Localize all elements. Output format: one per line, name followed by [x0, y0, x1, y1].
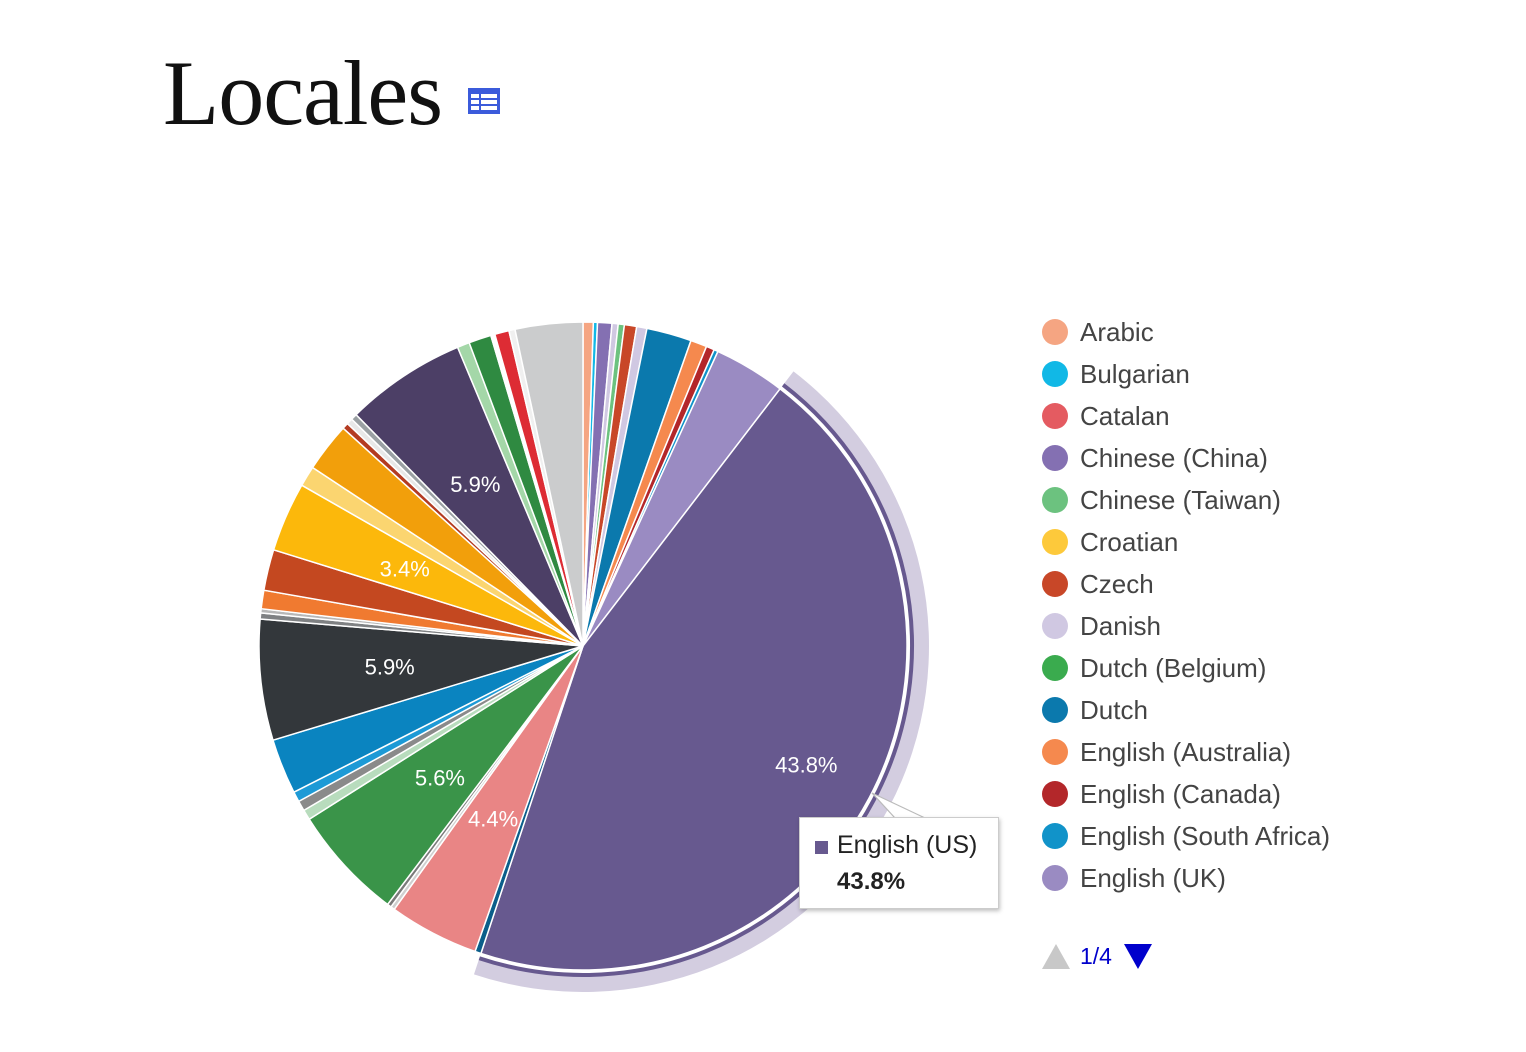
- legend-item[interactable]: Arabic: [1042, 311, 1330, 353]
- table-grid-icon[interactable]: [467, 86, 501, 116]
- legend-item[interactable]: English (UK): [1042, 857, 1330, 899]
- legend-item[interactable]: Croatian: [1042, 521, 1330, 563]
- triangle-up-icon: [1042, 943, 1070, 969]
- legend-color-dot: [1042, 781, 1068, 807]
- pie-data-label: 5.6%: [415, 766, 465, 791]
- legend-item[interactable]: English (South Africa): [1042, 815, 1330, 857]
- legend-item[interactable]: English (Canada): [1042, 773, 1330, 815]
- legend-color-dot: [1042, 613, 1068, 639]
- legend-label: Chinese (Taiwan): [1080, 484, 1281, 515]
- legend-label: Danish: [1080, 610, 1161, 641]
- tooltip-value: 43.8%: [837, 868, 906, 895]
- legend-color-dot: [1042, 403, 1068, 429]
- legend-item[interactable]: Dutch (Belgium): [1042, 647, 1330, 689]
- pie-chart: 43.8% 4.4%5.6% 5.9% 3.4% 5.9%: [258, 321, 930, 993]
- pie-data-label: 43.8%: [775, 752, 837, 777]
- legend-item[interactable]: Dutch: [1042, 689, 1330, 731]
- legend-label: Dutch: [1080, 694, 1148, 725]
- legend-item[interactable]: English (Australia): [1042, 731, 1330, 773]
- legend-color-dot: [1042, 655, 1068, 681]
- pie-slice[interactable]: [514, 321, 584, 647]
- pie-highlight-edge: [478, 383, 914, 977]
- legend-label: Czech: [1080, 568, 1154, 599]
- page-title: Locales: [163, 42, 443, 144]
- legend-label: Chinese (China): [1080, 442, 1268, 473]
- pie-slice[interactable]: [355, 346, 584, 647]
- legend-item[interactable]: Chinese (China): [1042, 437, 1330, 479]
- legend-label: English (South Africa): [1080, 820, 1331, 851]
- legend-label: Bulgarian: [1080, 358, 1190, 389]
- pie-data-label: 5.9%: [450, 472, 500, 497]
- triangle-down-icon[interactable]: [1123, 943, 1152, 969]
- legend-color-dot: [1042, 319, 1068, 345]
- legend-color-dot: [1042, 487, 1068, 513]
- legend-item[interactable]: Catalan: [1042, 395, 1330, 437]
- tooltip-swatch: [815, 841, 828, 854]
- legend-color-dot: [1042, 865, 1068, 891]
- pie-slice[interactable]: [258, 618, 584, 741]
- legend-label: Catalan: [1080, 400, 1170, 431]
- legend-item[interactable]: Czech: [1042, 563, 1330, 605]
- pie-data-label: 4.4%: [468, 806, 518, 831]
- chart-legend: Arabic Bulgarian Catalan Chinese (China) Chi…: [1042, 311, 1330, 899]
- legend-color-dot: [1042, 571, 1068, 597]
- legend-item[interactable]: Bulgarian: [1042, 353, 1330, 395]
- legend-label: Dutch (Belgium): [1080, 652, 1267, 683]
- legend-color-dot: [1042, 739, 1068, 765]
- legend-label: English (Australia): [1080, 736, 1291, 767]
- legend-label: Croatian: [1080, 526, 1179, 557]
- legend-color-dot: [1042, 823, 1068, 849]
- legend-color-dot: [1042, 529, 1068, 555]
- legend-label: English (Canada): [1080, 778, 1281, 809]
- legend-item[interactable]: Chinese (Taiwan): [1042, 479, 1330, 521]
- chart-tooltip: English (US) 43.8%: [799, 817, 999, 909]
- legend-pager: 1/4: [1042, 940, 1152, 972]
- pie-data-label: 3.4%: [380, 556, 430, 581]
- legend-color-dot: [1042, 697, 1068, 723]
- legend-item[interactable]: Danish: [1042, 605, 1330, 647]
- legend-label: English (UK): [1080, 862, 1226, 893]
- pager-text: 1/4: [1080, 942, 1112, 969]
- pie-data-label: 5.9%: [365, 655, 415, 680]
- tooltip-label: English (US): [837, 831, 978, 859]
- legend-label: Arabic: [1080, 316, 1154, 347]
- legend-color-dot: [1042, 361, 1068, 387]
- legend-color-dot: [1042, 445, 1068, 471]
